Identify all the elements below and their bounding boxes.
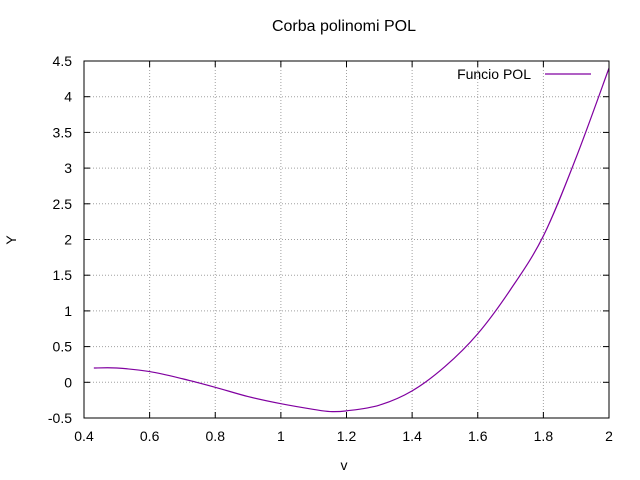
y-tick-label: 4.5 [53, 53, 73, 69]
y-tick-label: 3.5 [53, 124, 73, 140]
chart-title: Corba polinomi POL [272, 18, 416, 35]
y-tick-label: 3 [64, 160, 72, 176]
x-tick-label: 0.8 [206, 428, 226, 444]
y-tick-label: -0.5 [48, 410, 72, 426]
series-line-0 [93, 67, 610, 413]
y-tick-label: 2.5 [53, 196, 73, 212]
series-group [93, 67, 610, 413]
y-tick-label: 0 [64, 374, 72, 390]
y-axis-ticks: -0.5 0 0.5 1 1.5 2 2.5 3 3.5 4 4.5 [48, 53, 609, 426]
y-tick-label: 1.5 [53, 267, 73, 283]
legend: Funcio POL [457, 66, 591, 82]
plot-frame [83, 60, 610, 419]
x-tick-label: 0.4 [74, 428, 94, 444]
x-axis-ticks: 0.4 0.6 0.8 1 1.2 1.4 1.6 1.8 2 [74, 61, 613, 444]
x-tick-label: 0.6 [140, 428, 160, 444]
x-axis-label: v [341, 457, 348, 473]
y-tick-label: 0.5 [53, 339, 73, 355]
x-tick-label: 1.2 [337, 428, 357, 444]
y-tick-label: 4 [64, 89, 72, 105]
y-tick-label: 2 [64, 232, 72, 248]
x-tick-label: 1.6 [468, 428, 488, 444]
y-axis-label: Y [3, 235, 19, 245]
y-tick-label: 1 [64, 303, 72, 319]
grid [83, 60, 610, 419]
x-tick-label: 1.4 [402, 428, 422, 444]
x-tick-label: 2 [605, 428, 613, 444]
x-tick-label: 1.8 [534, 428, 554, 444]
x-tick-label: 1 [277, 428, 285, 444]
legend-label: Funcio POL [457, 66, 531, 82]
